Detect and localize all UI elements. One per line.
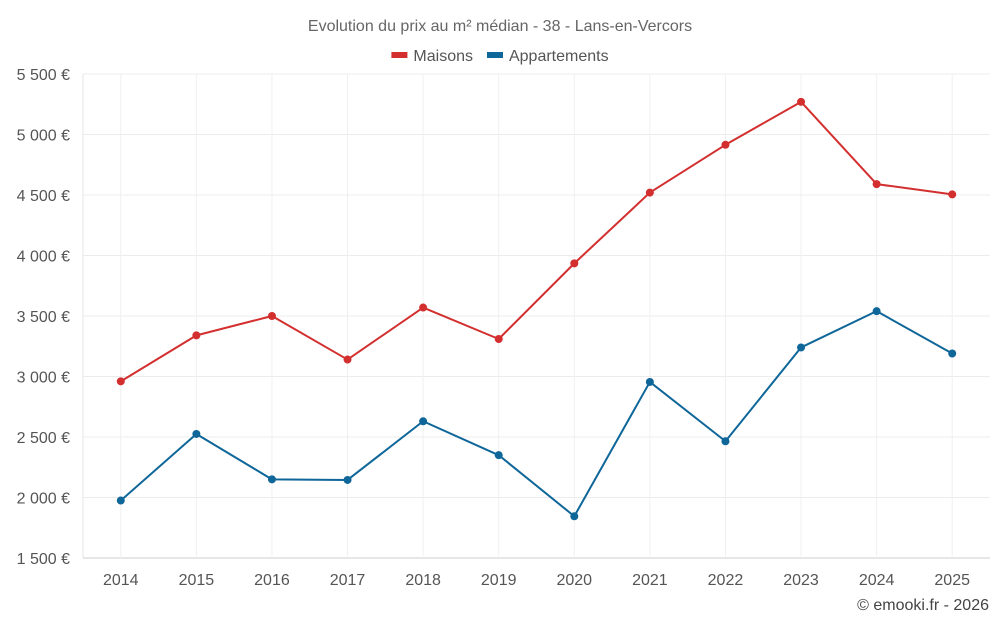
y-tick-label: 5 500 € (17, 67, 70, 84)
y-tick-label: 5 000 € (17, 128, 70, 145)
series-appartements (116, 307, 957, 521)
chart-title: Evolution du prix au m² médian - 38 - La… (308, 18, 692, 35)
data-point-appartements[interactable] (343, 475, 352, 484)
legend: Maisons Appartements (391, 48, 609, 65)
data-point-maisons[interactable] (797, 97, 806, 106)
data-point-maisons[interactable] (419, 303, 428, 312)
data-point-appartements[interactable] (721, 437, 730, 446)
x-tick-label: 2025 (934, 572, 970, 589)
data-point-maisons[interactable] (267, 312, 276, 320)
legend-swatch (486, 52, 503, 58)
y-axis: 1 500 € 2 000 € 2 500 € 3 000 € 3 500 € 4 000… (17, 67, 70, 568)
x-tick-label: 2022 (708, 572, 744, 589)
series-maisons (116, 97, 957, 386)
data-point-maisons[interactable] (872, 180, 881, 189)
legend-item-appartements[interactable]: Appartements (486, 48, 609, 65)
x-tick-label: 2015 (179, 572, 215, 589)
data-point-appartements[interactable] (116, 496, 125, 505)
data-point-appartements[interactable] (192, 429, 201, 438)
data-point-maisons[interactable] (721, 140, 730, 149)
data-point-maisons[interactable] (570, 259, 579, 268)
data-point-appartements[interactable] (645, 377, 654, 386)
legend-label: Appartements (509, 48, 609, 65)
legend-label: Maisons (413, 48, 473, 65)
data-point-appartements[interactable] (872, 307, 881, 316)
series-line-appartements (120, 310, 953, 518)
x-tick-label: 2016 (254, 572, 290, 589)
series-layer (116, 97, 957, 521)
x-tick-label: 2023 (783, 572, 819, 589)
y-tick-label: 4 000 € (17, 249, 70, 266)
data-point-appartements[interactable] (494, 451, 503, 460)
y-tick-label: 3 500 € (17, 309, 70, 326)
data-point-maisons[interactable] (192, 331, 201, 340)
data-point-appartements[interactable] (948, 349, 957, 358)
credit-text: © emooki.fr - 2026 (857, 597, 989, 614)
y-tick-label: 2 000 € (17, 491, 70, 508)
legend-item-maisons[interactable]: Maisons (391, 48, 473, 65)
y-tick-label: 2 500 € (17, 430, 70, 447)
x-tick-label: 2019 (481, 572, 517, 589)
y-tick-label: 1 500 € (17, 551, 70, 568)
data-point-maisons[interactable] (645, 188, 654, 197)
data-point-maisons[interactable] (948, 190, 957, 199)
data-point-maisons[interactable] (116, 377, 125, 386)
legend-swatch (391, 52, 408, 58)
x-tick-label: 2020 (556, 572, 592, 589)
y-tick-label: 3 000 € (17, 370, 70, 387)
y-tick-label: 4 500 € (17, 188, 70, 205)
x-tick-label: 2024 (859, 572, 895, 589)
x-tick-label: 2021 (632, 572, 668, 589)
data-point-maisons[interactable] (343, 355, 352, 364)
data-point-appartements[interactable] (419, 417, 428, 426)
data-point-appartements[interactable] (570, 512, 579, 521)
data-point-maisons[interactable] (494, 334, 503, 343)
x-tick-label: 2014 (103, 572, 139, 589)
series-line-maisons (120, 100, 953, 383)
grid (82, 73, 990, 559)
x-axis: 2014 2015 2016 2017 2018 2019 2020 2021 2022 2023… (103, 572, 970, 589)
data-point-appartements[interactable] (797, 343, 806, 352)
x-tick-label: 2017 (330, 572, 366, 589)
x-tick-label: 2018 (405, 572, 441, 589)
data-point-appartements[interactable] (267, 475, 276, 484)
